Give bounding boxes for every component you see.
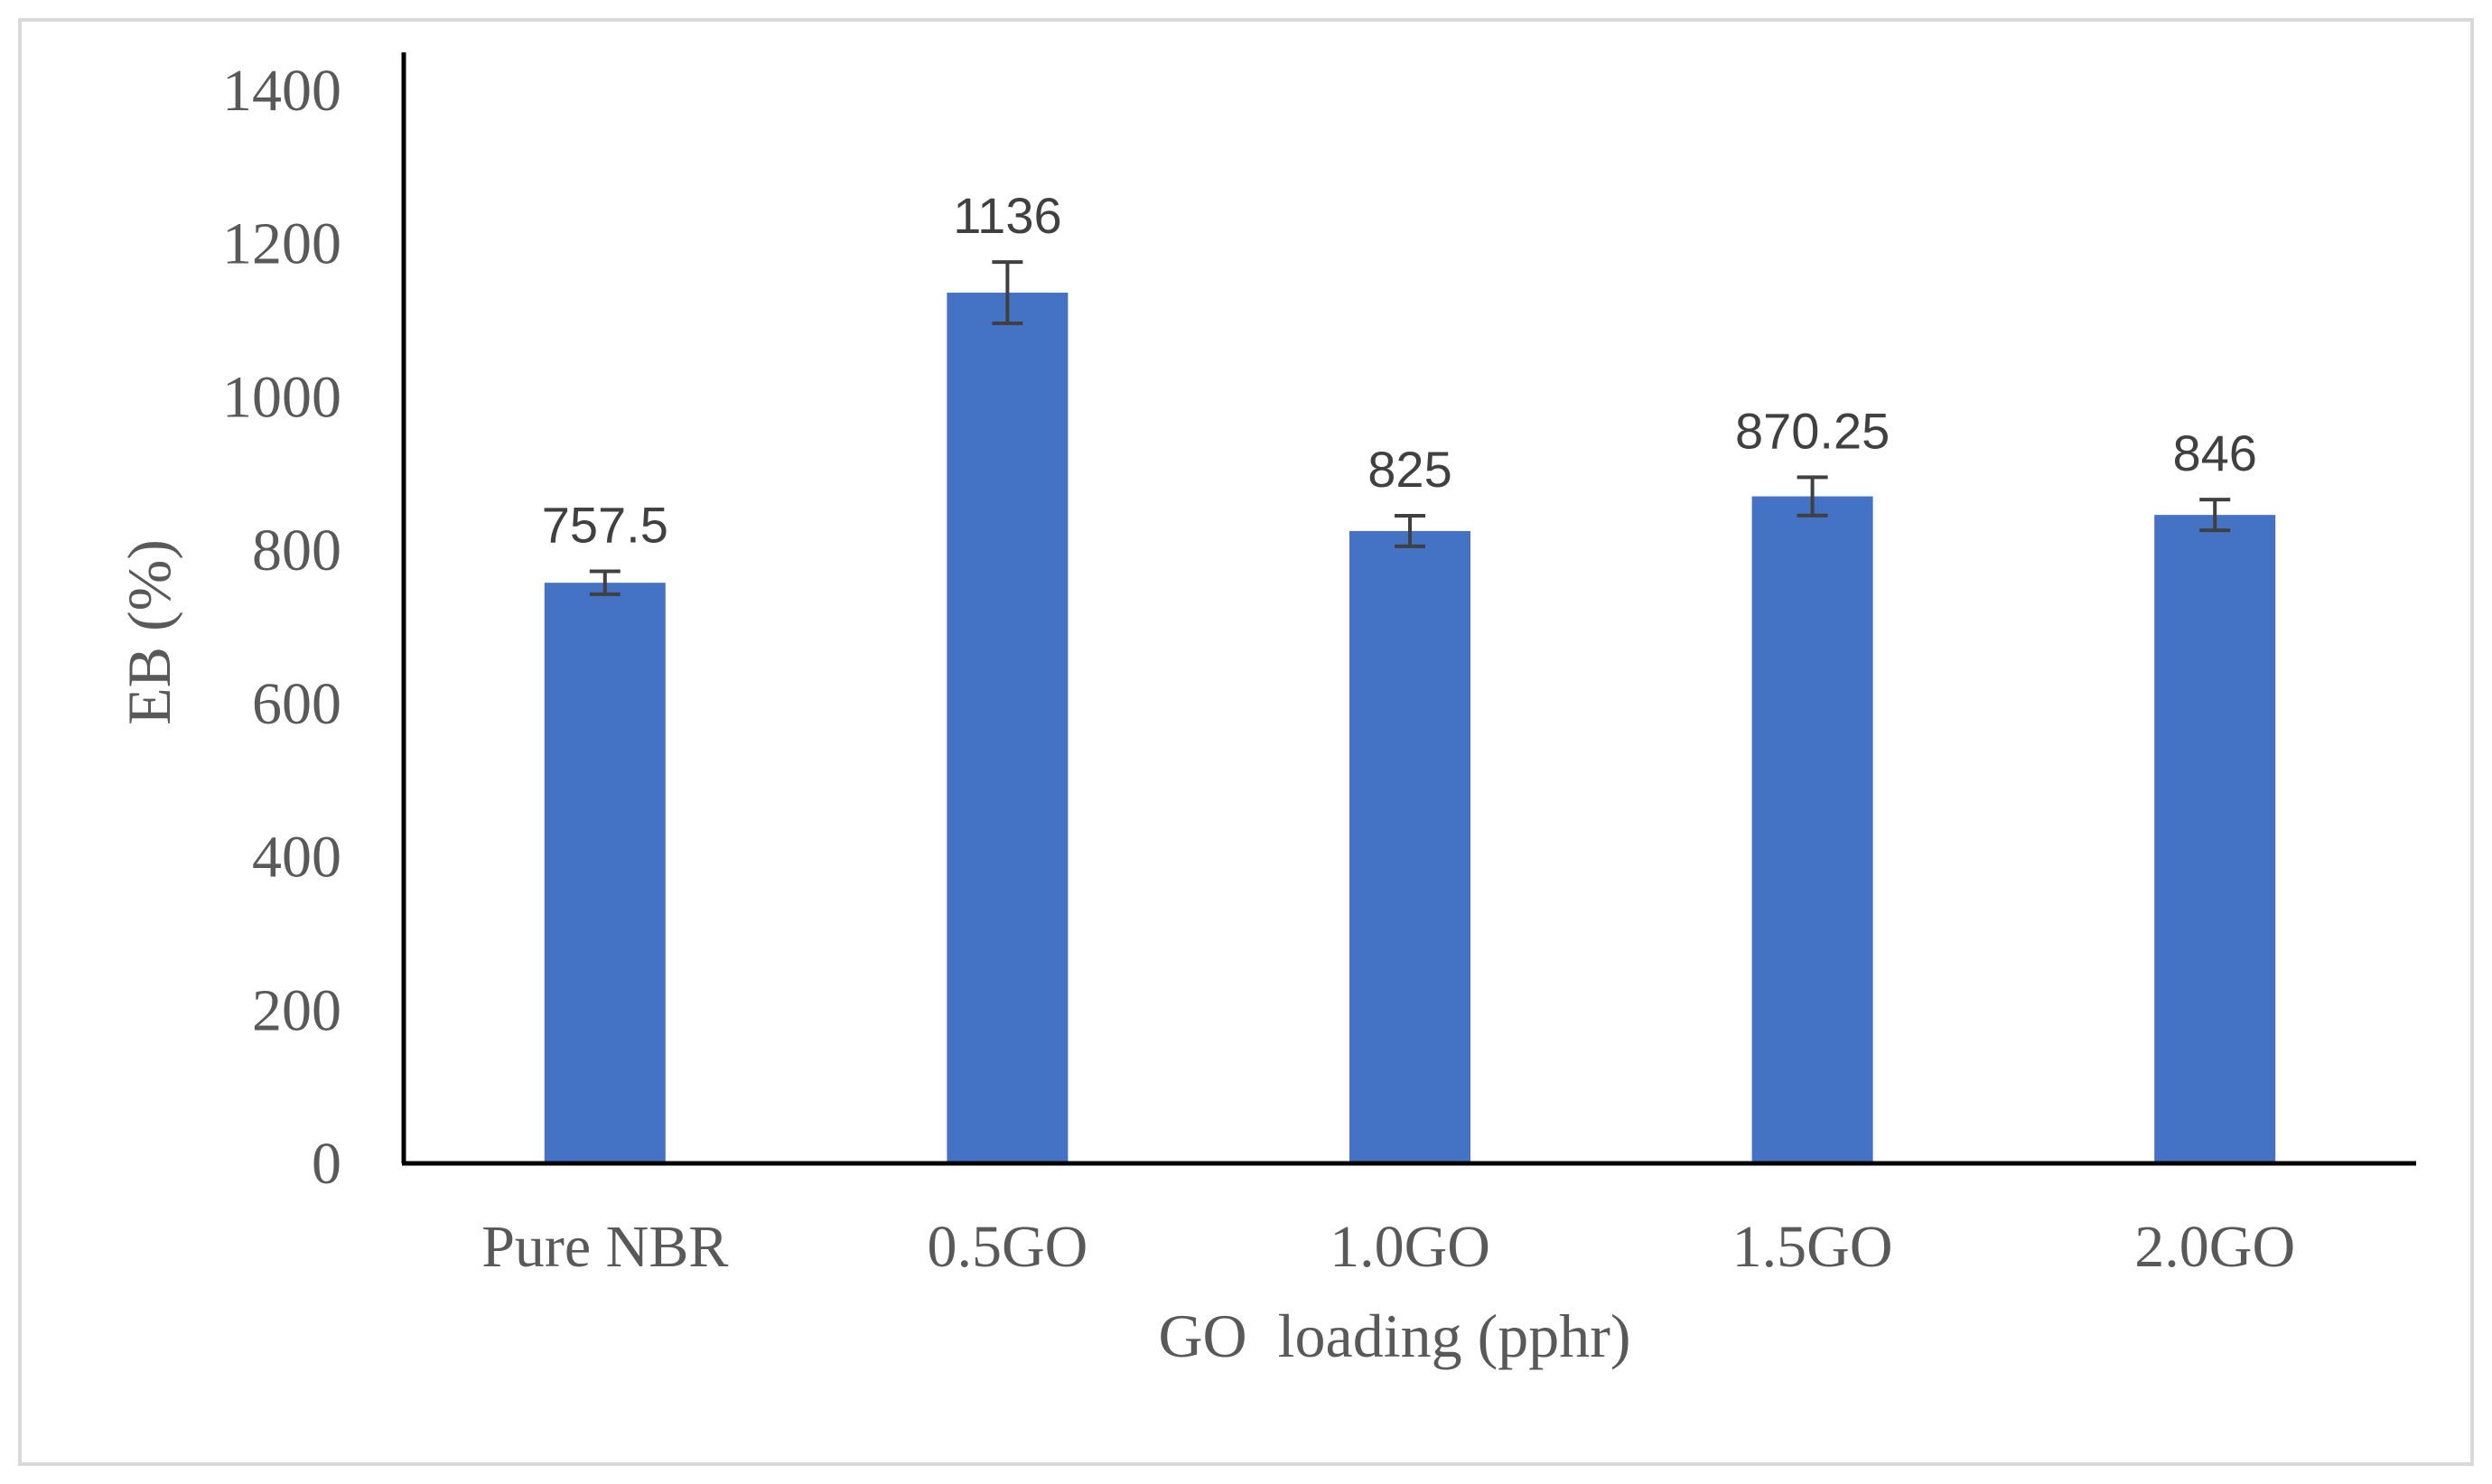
chart-frame	[18, 18, 2474, 1466]
bars-layer	[544, 293, 2276, 1164]
data-label-2: 1136	[953, 187, 1061, 244]
y-tick-label-2: 200	[252, 977, 341, 1043]
bar-1	[544, 583, 666, 1163]
bar-5	[2154, 515, 2276, 1163]
x-tick-label-3: 1.0GO	[1330, 1214, 1490, 1280]
data-label-4: 870.25	[1735, 402, 1890, 459]
data-label-3: 825	[1367, 441, 1451, 498]
data-labels: 757.5 1136 825 870.25 846	[542, 187, 2257, 553]
bar-3	[1349, 530, 1470, 1163]
error-bars-layer	[589, 260, 2231, 596]
x-tick-label-2: 0.5GO	[927, 1214, 1087, 1280]
y-tick-label-5: 800	[252, 518, 341, 583]
error-bar-5	[2199, 498, 2231, 533]
error-bar-2	[992, 260, 1023, 325]
error-bar-4	[1797, 475, 1828, 518]
y-tick-label-7: 1200	[222, 211, 341, 277]
error-bar-1	[589, 569, 621, 596]
x-tick-label-5: 2.0GO	[2134, 1214, 2295, 1280]
x-tick-label-1: Pure NBR	[481, 1214, 728, 1280]
x-tick-labels: Pure NBR 0.5GO 1.0GO 1.5GO 2.0GO	[481, 1214, 2295, 1280]
error-bar-3	[1395, 513, 1425, 548]
data-label-5: 846	[2172, 425, 2256, 481]
y-tick-label-6: 1000	[222, 364, 341, 430]
y-tick-label-1: 0	[312, 1131, 341, 1197]
y-tick-labels: 0 200 400 600 800 1000 1200 1400	[222, 58, 341, 1197]
y-tick-label-3: 400	[252, 825, 341, 891]
axes-layer	[401, 52, 2416, 1166]
y-tick-label-4: 600	[252, 671, 341, 737]
x-tick-label-4: 1.5GO	[1732, 1214, 1893, 1280]
bar-2	[947, 293, 1069, 1164]
data-label-1: 757.5	[542, 496, 668, 553]
y-axis-title: EB (%)	[115, 539, 183, 725]
bar-4	[1751, 496, 1873, 1163]
y-tick-label-8: 1400	[222, 58, 341, 124]
x-axis-title: GO loading (pphr)	[1158, 1302, 1630, 1370]
